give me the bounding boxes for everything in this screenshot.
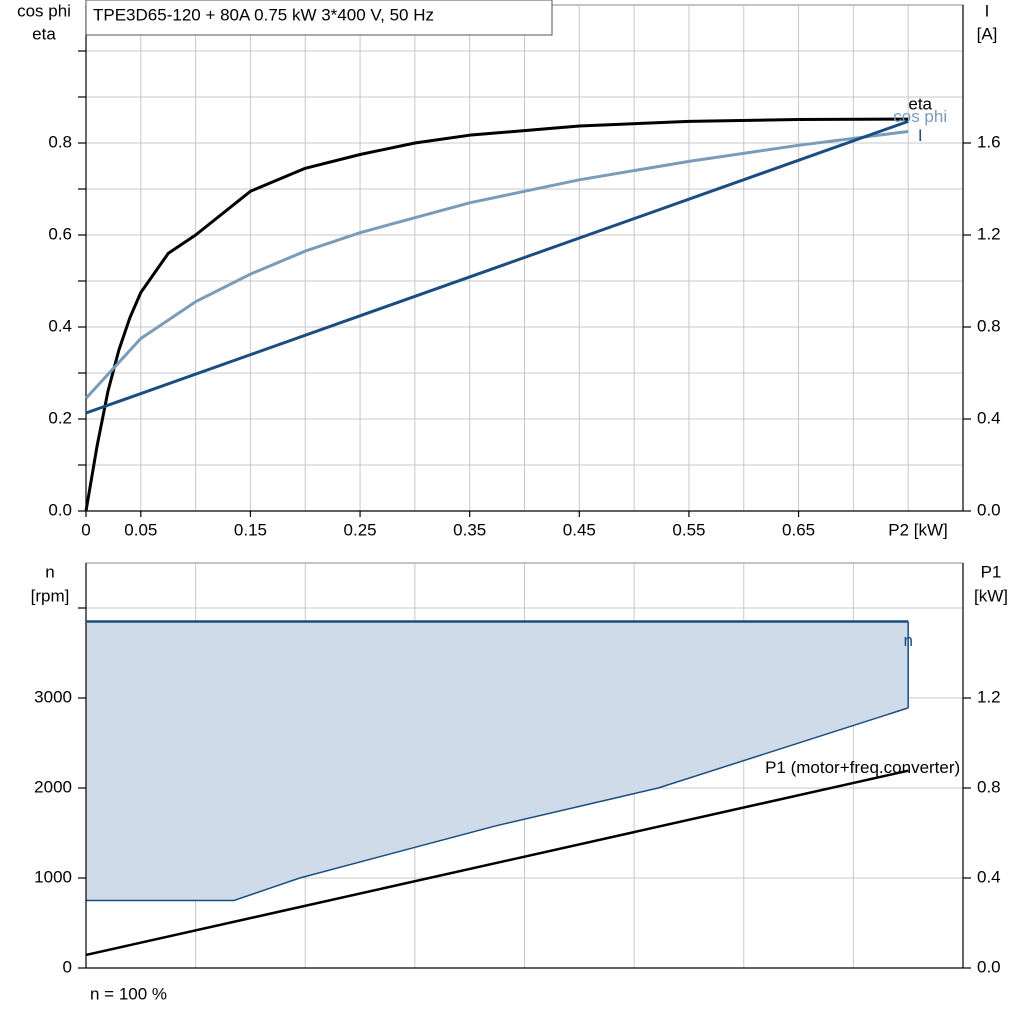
y2-axis-label: [A] [977, 24, 998, 43]
y-tick-label: 0.8 [48, 132, 72, 151]
y-tick-label: 1000 [34, 867, 72, 886]
chart-title: TPE3D65-120 + 80A 0.75 kW 3*400 V, 50 Hz [93, 5, 434, 24]
operating-area [86, 621, 909, 901]
area-lower-edge [86, 707, 909, 902]
title-box [85, 0, 553, 36]
y-axis-label: [rpm] [31, 586, 70, 605]
x-tick-label: 0.05 [124, 520, 157, 539]
series-line [84, 130, 909, 400]
series-label: P1 (motor+freq.converter) [765, 758, 960, 777]
x-tick-label: 0.35 [453, 520, 486, 539]
y2-tick-label: 1.2 [977, 687, 1001, 706]
plot: 0.0 0.2 0.4 0.6 0.8 0.0 0.4 0.8 1.2 1.6 0 0.05 0.15 0… [48, 4, 1001, 539]
y2-axis-label: P1 [981, 562, 1002, 581]
plot: 0 1000 2000 3000 0.0 0.4 0.8 1.2 n P1 (motor+freq… [34, 562, 1001, 976]
series-label: n [903, 631, 912, 650]
x-tick-label: 0.15 [234, 520, 267, 539]
x-tick-label: 0.65 [782, 520, 815, 539]
x-axis-label: P2 [kW] [888, 520, 948, 539]
y2-tick-label: 1.6 [977, 132, 1001, 151]
plots: 0.0 0.2 0.4 0.6 0.8 0.0 0.4 0.8 1.2 1.6 0 0.05 0.15 0… [34, 4, 1001, 976]
y2-tick-label: 0.0 [977, 957, 1001, 976]
series-line [85, 769, 909, 957]
y-tick-label: 0.2 [48, 408, 72, 427]
y2-tick-label: 0.8 [977, 316, 1001, 335]
y2-tick-label: 0.8 [977, 777, 1001, 796]
x-tick-label: 0.45 [563, 520, 596, 539]
x-tick-label: 0.55 [672, 520, 705, 539]
series-label: I [918, 126, 923, 145]
y-tick-label: 2000 [34, 777, 72, 796]
y2-tick-label: 0.0 [977, 500, 1001, 519]
x-tick-label: 0.25 [344, 520, 377, 539]
y-tick-label: 0.4 [48, 316, 72, 335]
y2-axis-label: I [985, 1, 990, 20]
series-line [85, 119, 909, 415]
series-label: eta [908, 95, 932, 114]
y2-tick-label: 1.2 [977, 224, 1001, 243]
x-tick-label: 0 [81, 520, 90, 539]
annotation: n = 100 % [90, 984, 167, 1003]
y2-tick-label: 0.4 [977, 867, 1001, 886]
y-tick-label: 3000 [34, 687, 72, 706]
y-tick-label: 0.6 [48, 224, 72, 243]
y-axis-label: eta [32, 24, 56, 43]
y-tick-label: 0 [63, 957, 72, 976]
series-line [84, 117, 909, 512]
y2-axis-label: [kW] [974, 586, 1008, 605]
y-axis-label: cos phi [17, 1, 71, 20]
y-axis-label: n [45, 562, 54, 581]
y-tick-label: 0.0 [48, 500, 72, 519]
y2-tick-label: 0.4 [977, 408, 1001, 427]
